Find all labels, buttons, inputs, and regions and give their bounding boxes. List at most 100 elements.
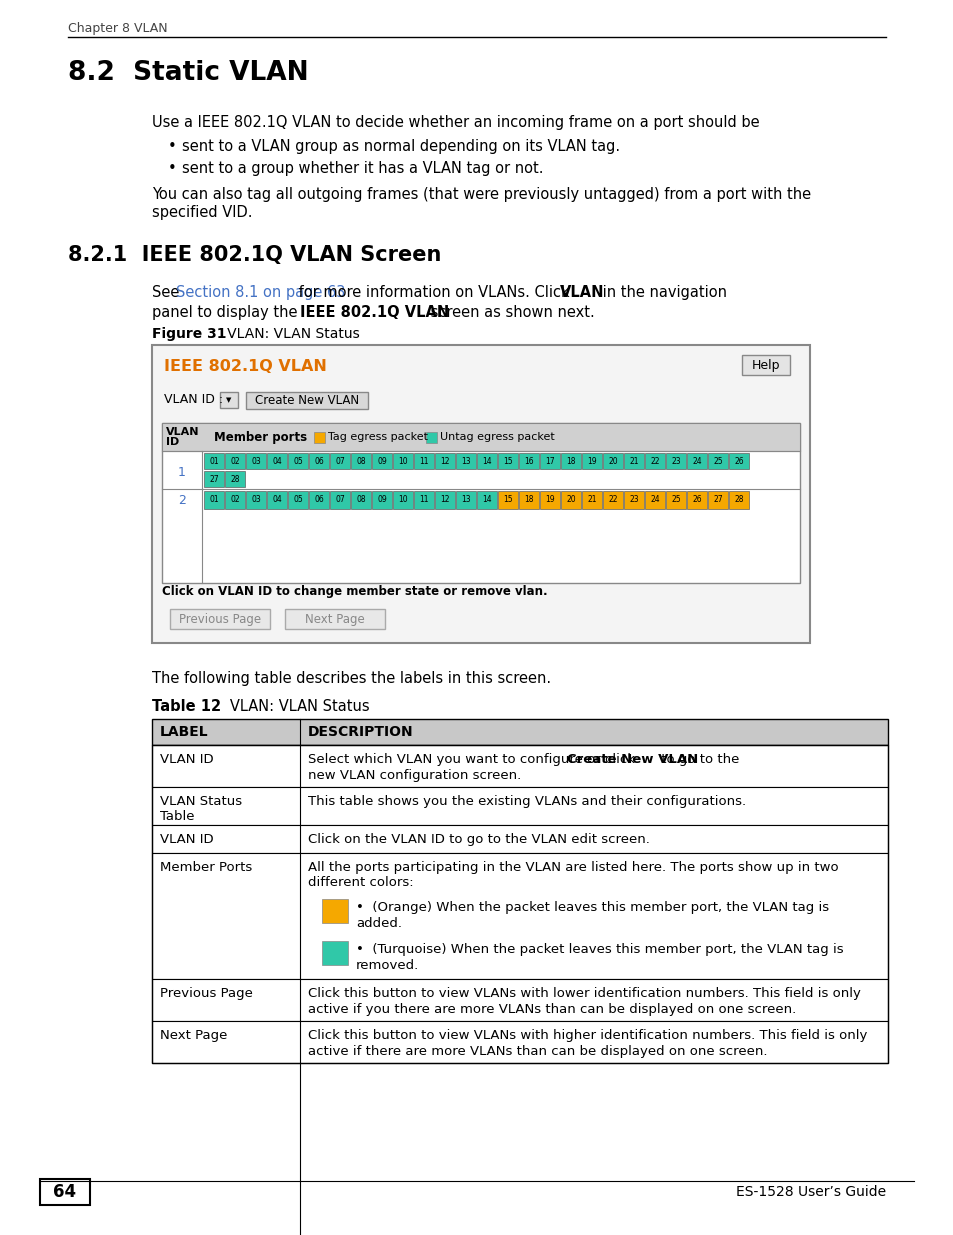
Text: Next Page: Next Page bbox=[305, 613, 364, 625]
Text: IEEE 802.1Q VLAN: IEEE 802.1Q VLAN bbox=[299, 305, 449, 320]
Text: Click on the VLAN ID to go to the VLAN edit screen.: Click on the VLAN ID to go to the VLAN e… bbox=[308, 832, 649, 846]
Text: 64: 64 bbox=[53, 1183, 76, 1200]
Text: •  (Turquoise) When the packet leaves this member port, the VLAN tag is: • (Turquoise) When the packet leaves thi… bbox=[355, 944, 842, 956]
Text: different colors:: different colors: bbox=[308, 876, 414, 889]
Bar bbox=[309, 453, 329, 469]
Text: 8.2.1  IEEE 802.1Q VLAN Screen: 8.2.1 IEEE 802.1Q VLAN Screen bbox=[68, 245, 441, 266]
Text: 22: 22 bbox=[650, 457, 659, 466]
Bar bbox=[246, 492, 266, 509]
Text: VLAN: VLAN bbox=[166, 427, 199, 437]
Text: 8.2  Static VLAN: 8.2 Static VLAN bbox=[68, 61, 309, 86]
Bar bbox=[623, 492, 643, 509]
Bar bbox=[246, 391, 368, 409]
Bar bbox=[602, 453, 622, 469]
Text: 01: 01 bbox=[209, 495, 218, 505]
Text: 09: 09 bbox=[376, 457, 387, 466]
Text: 21: 21 bbox=[629, 457, 639, 466]
Bar bbox=[414, 492, 434, 509]
Text: 03: 03 bbox=[251, 495, 260, 505]
Bar bbox=[426, 431, 436, 442]
Text: 19: 19 bbox=[587, 457, 597, 466]
Bar bbox=[152, 345, 809, 643]
Bar bbox=[152, 787, 887, 825]
Bar bbox=[267, 453, 287, 469]
Text: 11: 11 bbox=[418, 495, 428, 505]
Text: The following table describes the labels in this screen.: The following table describes the labels… bbox=[152, 671, 551, 685]
Bar bbox=[152, 853, 887, 979]
Text: •  (Orange) When the packet leaves this member port, the VLAN tag is: • (Orange) When the packet leaves this m… bbox=[355, 902, 828, 914]
Text: 20: 20 bbox=[565, 495, 576, 505]
Bar bbox=[351, 453, 371, 469]
Text: ES-1528 User’s Guide: ES-1528 User’s Guide bbox=[735, 1186, 885, 1199]
Text: 02: 02 bbox=[230, 457, 239, 466]
Text: 21: 21 bbox=[587, 495, 597, 505]
Bar bbox=[204, 471, 224, 487]
Text: LABEL: LABEL bbox=[160, 725, 209, 739]
Text: Figure 31: Figure 31 bbox=[152, 327, 226, 341]
Bar bbox=[414, 453, 434, 469]
Bar bbox=[322, 941, 348, 965]
Text: 15: 15 bbox=[502, 495, 513, 505]
Text: VLAN ID: VLAN ID bbox=[160, 753, 213, 766]
Text: VLAN ID :: VLAN ID : bbox=[164, 393, 223, 406]
Text: 10: 10 bbox=[397, 495, 407, 505]
Text: 08: 08 bbox=[355, 495, 365, 505]
Text: in the navigation: in the navigation bbox=[598, 285, 726, 300]
Bar bbox=[686, 453, 706, 469]
Text: 27: 27 bbox=[713, 495, 722, 505]
Text: 24: 24 bbox=[650, 495, 659, 505]
Text: 10: 10 bbox=[397, 457, 407, 466]
Bar bbox=[497, 453, 517, 469]
Bar bbox=[581, 492, 601, 509]
Text: •: • bbox=[168, 140, 176, 154]
Text: All the ports participating in the VLAN are listed here. The ports show up in tw: All the ports participating in the VLAN … bbox=[308, 861, 838, 874]
Text: Member Ports: Member Ports bbox=[160, 861, 252, 874]
Bar bbox=[40, 1179, 90, 1205]
Bar bbox=[246, 453, 266, 469]
Bar bbox=[330, 492, 350, 509]
Text: 03: 03 bbox=[251, 457, 260, 466]
Bar bbox=[204, 453, 224, 469]
Text: 05: 05 bbox=[293, 457, 302, 466]
Bar bbox=[162, 424, 800, 583]
Bar bbox=[741, 354, 789, 375]
Text: screen as shown next.: screen as shown next. bbox=[426, 305, 594, 320]
Text: active if there are more VLANs than can be displayed on one screen.: active if there are more VLANs than can … bbox=[308, 1045, 767, 1058]
Text: active if you there are more VLANs than can be displayed on one screen.: active if you there are more VLANs than … bbox=[308, 1003, 796, 1016]
Text: 11: 11 bbox=[418, 457, 428, 466]
Text: This table shows you the existing VLANs and their configurations.: This table shows you the existing VLANs … bbox=[308, 795, 745, 808]
Text: Untag egress packet: Untag egress packet bbox=[439, 432, 554, 442]
Bar bbox=[372, 453, 392, 469]
Bar bbox=[728, 492, 748, 509]
Text: Previous Page: Previous Page bbox=[179, 613, 261, 625]
Text: Help: Help bbox=[751, 358, 780, 372]
Text: 25: 25 bbox=[713, 457, 722, 466]
Text: IEEE 802.1Q VLAN: IEEE 802.1Q VLAN bbox=[164, 359, 327, 374]
Bar bbox=[285, 609, 385, 629]
Text: 23: 23 bbox=[629, 495, 639, 505]
Text: 12: 12 bbox=[439, 495, 449, 505]
Bar bbox=[560, 453, 580, 469]
Text: VLAN: VLAN bbox=[559, 285, 604, 300]
Bar bbox=[728, 453, 748, 469]
Text: new VLAN configuration screen.: new VLAN configuration screen. bbox=[308, 769, 520, 782]
Bar bbox=[518, 492, 538, 509]
Bar bbox=[539, 453, 559, 469]
Bar bbox=[152, 745, 887, 1063]
Text: VLAN Status: VLAN Status bbox=[160, 795, 242, 808]
Bar bbox=[288, 492, 308, 509]
Bar bbox=[314, 431, 325, 442]
Bar bbox=[560, 492, 580, 509]
Text: 14: 14 bbox=[481, 457, 492, 466]
Text: Next Page: Next Page bbox=[160, 1029, 227, 1042]
Bar bbox=[476, 492, 497, 509]
Text: ID: ID bbox=[166, 437, 179, 447]
Bar bbox=[497, 492, 517, 509]
Text: 09: 09 bbox=[376, 495, 387, 505]
Text: Table 12: Table 12 bbox=[152, 699, 221, 714]
Text: ▼: ▼ bbox=[226, 396, 232, 403]
Text: 24: 24 bbox=[692, 457, 701, 466]
Text: VLAN ID: VLAN ID bbox=[160, 832, 213, 846]
Text: 28: 28 bbox=[734, 495, 743, 505]
Text: Member ports: Member ports bbox=[213, 431, 307, 443]
